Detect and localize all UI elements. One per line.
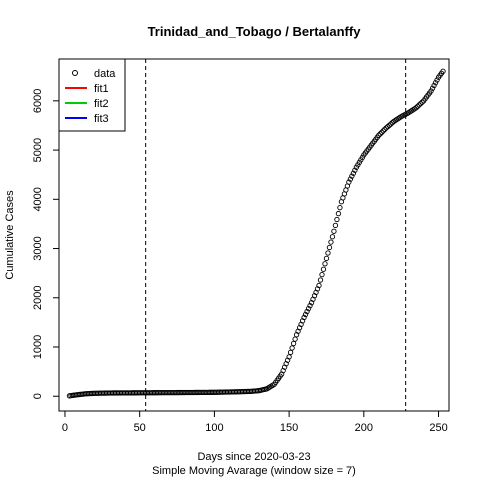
chart-title: Trinidad_and_Tobago / Bertalanffy bbox=[148, 24, 362, 39]
data-point bbox=[319, 271, 325, 278]
data-point bbox=[323, 255, 330, 262]
x-tick-label: 200 bbox=[355, 422, 373, 434]
data-point bbox=[289, 345, 295, 351]
data-point bbox=[307, 302, 313, 309]
data-point bbox=[413, 105, 419, 111]
data-point bbox=[380, 128, 386, 134]
data-point bbox=[432, 80, 439, 86]
data-point bbox=[316, 282, 322, 289]
data-point bbox=[320, 266, 327, 272]
legend-label-fit3: fit3 bbox=[94, 113, 109, 125]
data-point bbox=[346, 179, 352, 185]
data-point bbox=[386, 122, 392, 129]
data-point bbox=[290, 340, 297, 347]
data-point bbox=[326, 244, 333, 251]
legend-label-data: data bbox=[94, 68, 116, 80]
legend-label-fit2: fit2 bbox=[94, 98, 109, 110]
data-point bbox=[322, 261, 328, 267]
data-point bbox=[335, 210, 342, 217]
data-point bbox=[317, 277, 324, 283]
x-axis-subtitle: Simple Moving Avarage (window size = 7) bbox=[152, 465, 356, 477]
data-point bbox=[385, 123, 391, 130]
data-point bbox=[429, 85, 436, 91]
data-point bbox=[379, 129, 385, 136]
data-point bbox=[334, 216, 340, 223]
data-point bbox=[292, 336, 298, 342]
data-point bbox=[325, 250, 331, 256]
legend-marker-data bbox=[72, 70, 78, 76]
data-point bbox=[388, 121, 394, 127]
data-point bbox=[329, 234, 336, 240]
y-tick-label: 4000 bbox=[32, 187, 44, 211]
data-point bbox=[419, 99, 425, 105]
y-axis-label: Cumulative Cases bbox=[4, 190, 16, 280]
legend-label-fit1: fit1 bbox=[94, 83, 109, 95]
y-tick-label: 5000 bbox=[32, 138, 44, 162]
data-point bbox=[414, 103, 421, 110]
x-tick-label: 0 bbox=[62, 422, 68, 434]
x-tick-label: 50 bbox=[134, 422, 146, 434]
y-tick-label: 3000 bbox=[32, 236, 44, 260]
y-tick-label: 6000 bbox=[32, 89, 44, 113]
data-point bbox=[331, 228, 337, 234]
data-point bbox=[440, 68, 446, 74]
y-tick-label: 2000 bbox=[32, 286, 44, 310]
data-point bbox=[376, 132, 382, 138]
data-point bbox=[352, 167, 358, 173]
data-point bbox=[417, 100, 424, 107]
data-point bbox=[332, 222, 339, 229]
data-point bbox=[377, 131, 383, 137]
data-point bbox=[434, 77, 440, 83]
data-point bbox=[287, 349, 294, 356]
data-point bbox=[328, 239, 334, 245]
data-point bbox=[347, 176, 354, 182]
x-tick-label: 100 bbox=[205, 422, 223, 434]
y-tick-label: 1000 bbox=[32, 335, 44, 359]
x-tick-label: 150 bbox=[280, 422, 298, 434]
data-point bbox=[416, 102, 422, 108]
data-point bbox=[302, 311, 309, 318]
data-point bbox=[301, 314, 307, 321]
data-point bbox=[349, 173, 355, 179]
x-tick-label: 250 bbox=[429, 422, 447, 434]
data-point bbox=[305, 305, 312, 312]
data-point bbox=[304, 308, 310, 315]
data-point bbox=[383, 125, 389, 131]
legend: data fit1 fit2 fit3 bbox=[58, 58, 126, 132]
data-point bbox=[382, 126, 388, 133]
data-point bbox=[431, 82, 437, 89]
y-tick-label: 0 bbox=[32, 393, 44, 399]
data-point bbox=[286, 354, 292, 360]
data-point bbox=[428, 88, 434, 94]
data-point bbox=[350, 170, 357, 176]
x-axis-label: Days since 2020-03-23 bbox=[197, 451, 310, 463]
data-point bbox=[337, 205, 343, 211]
